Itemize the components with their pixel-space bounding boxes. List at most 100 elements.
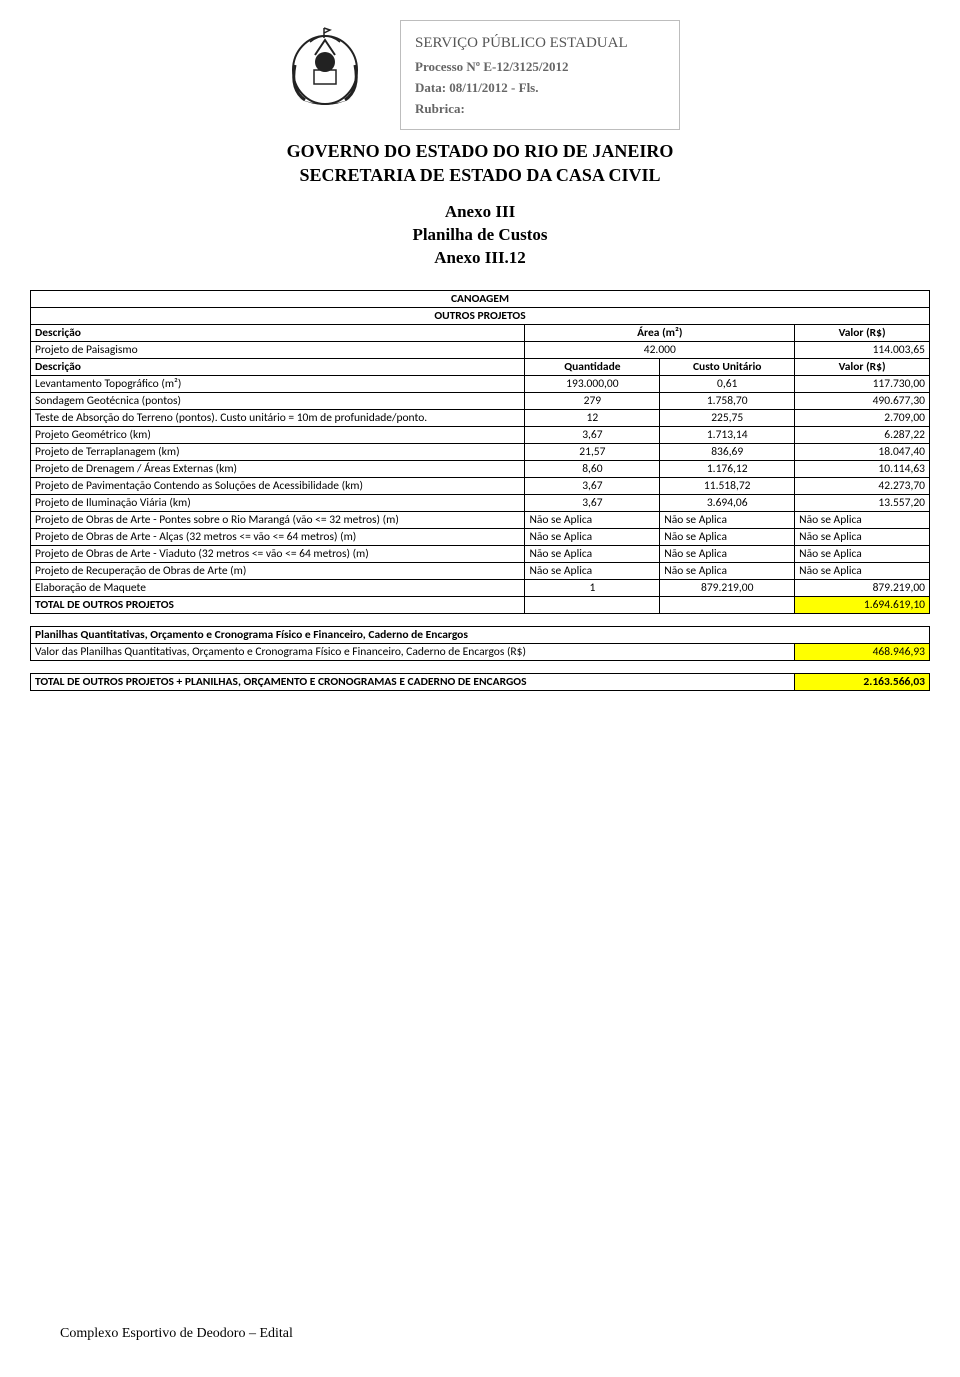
cell-custo: 225,75 — [660, 409, 795, 426]
info-data: Data: 08/11/2012 - Fls. — [415, 78, 665, 99]
cell-custo: 1.713,14 — [660, 426, 795, 443]
grand-total-table: TOTAL DE OUTROS PROJETOS + PLANILHAS, OR… — [30, 673, 930, 691]
cell-custo: 3.694,06 — [660, 494, 795, 511]
gov-title-line1: GOVERNO DO ESTADO DO RIO DE JANEIRO — [30, 140, 930, 163]
cell-qtd: 3,67 — [525, 477, 660, 494]
cell-desc: Projeto de Pavimentação Contendo as Solu… — [31, 477, 525, 494]
cell-custo: Não se Aplica — [660, 562, 795, 579]
cell-custo: Não se Aplica — [660, 511, 795, 528]
cell-desc: Projeto de Recuperação de Obras de Arte … — [31, 562, 525, 579]
table-row: Projeto Geométrico (km)3,671.713,146.287… — [31, 426, 930, 443]
cell-qtd: 193.000,00 — [525, 375, 660, 392]
cell-valor: 490.677,30 — [795, 392, 930, 409]
cell-qtd: 21,57 — [525, 443, 660, 460]
planilhas-valor: 468.946,93 — [795, 643, 930, 660]
info-processo: Processo Nº E-12/3125/2012 — [415, 57, 665, 78]
cell-qtd: Não se Aplica — [525, 562, 660, 579]
cell-valor: 13.557,20 — [795, 494, 930, 511]
table-row: Projeto de Iluminação Viária (km)3,673.6… — [31, 494, 930, 511]
cell-desc: Projeto de Terraplanagem (km) — [31, 443, 525, 460]
table-row: Projeto de Obras de Arte - Viaduto (32 m… — [31, 545, 930, 562]
info-box: SERVIÇO PÚBLICO ESTADUAL Processo Nº E-1… — [400, 20, 680, 130]
table-row: Sondagem Geotécnica (pontos)2791.758,704… — [31, 392, 930, 409]
hdr2-desc: Descrição — [31, 358, 525, 375]
table-row: Projeto de Obras de Arte - Pontes sobre … — [31, 511, 930, 528]
grand-total-valor: 2.163.566,03 — [795, 673, 930, 690]
cell-qtd: 1 — [525, 579, 660, 596]
table-row: Projeto de Drenagem / Áreas Externas (km… — [31, 460, 930, 477]
info-rubrica: Rubrica: — [415, 99, 665, 120]
cell-valor: 6.287,22 — [795, 426, 930, 443]
cell-area: 42.000 — [525, 341, 795, 358]
cell-valor: Não se Aplica — [795, 562, 930, 579]
cell-custo: 0,61 — [660, 375, 795, 392]
cell-desc: Projeto de Obras de Arte - Pontes sobre … — [31, 511, 525, 528]
cell-custo: Não se Aplica — [660, 528, 795, 545]
cell-desc: Levantamento Topográfico (m²) — [31, 375, 525, 392]
annex-line1: Anexo III — [30, 201, 930, 224]
hdr1-desc: Descrição — [31, 324, 525, 341]
cell-valor: 117.730,00 — [795, 375, 930, 392]
cell-valor: Não se Aplica — [795, 511, 930, 528]
cell-valor: Não se Aplica — [795, 545, 930, 562]
cell-desc: Projeto de Iluminação Viária (km) — [31, 494, 525, 511]
table-row: Projeto de Terraplanagem (km)21,57836,69… — [31, 443, 930, 460]
cell-desc: Projeto de Obras de Arte - Alças (32 met… — [31, 528, 525, 545]
cell-desc: Teste de Absorção do Terreno (pontos). C… — [31, 409, 525, 426]
gov-title: GOVERNO DO ESTADO DO RIO DE JANEIRO SECR… — [30, 140, 930, 187]
cell-custo: 879.219,00 — [660, 579, 795, 596]
cell-custo: 11.518,72 — [660, 477, 795, 494]
grand-total-label: TOTAL DE OUTROS PROJETOS + PLANILHAS, OR… — [31, 673, 795, 690]
hdr1-valor: Valor (R$) — [795, 324, 930, 341]
total-row: TOTAL DE OUTROS PROJETOS 1.694.619,10 — [31, 596, 930, 613]
cell-valor: 10.114,63 — [795, 460, 930, 477]
cell-desc: Projeto Geométrico (km) — [31, 426, 525, 443]
table-row: TOTAL DE OUTROS PROJETOS + PLANILHAS, OR… — [31, 673, 930, 690]
section-canoagem: CANOAGEM — [31, 290, 930, 307]
table-row: Levantamento Topográfico (m²)193.000,000… — [31, 375, 930, 392]
state-seal-icon — [280, 20, 370, 119]
hdr2-valor: Valor (R$) — [795, 358, 930, 375]
cell-qtd: 3,67 — [525, 494, 660, 511]
cell-desc: Projeto de Paisagismo — [31, 341, 525, 358]
table-row: Projeto de Recuperação de Obras de Arte … — [31, 562, 930, 579]
planilhas-header: Planilhas Quantitativas, Orçamento e Cro… — [31, 626, 930, 643]
cell-custo: Não se Aplica — [660, 545, 795, 562]
annex-line2: Planilha de Custos — [30, 224, 930, 247]
annex-line3: Anexo III.12 — [30, 247, 930, 270]
cell-qtd: Não se Aplica — [525, 511, 660, 528]
cell-qtd: Não se Aplica — [525, 528, 660, 545]
section-outros: OUTROS PROJETOS — [31, 307, 930, 324]
gov-title-line2: SECRETARIA DE ESTADO DA CASA CIVIL — [30, 164, 930, 187]
header-row: SERVIÇO PÚBLICO ESTADUAL Processo Nº E-1… — [30, 20, 930, 130]
cell-valor: Não se Aplica — [795, 528, 930, 545]
hdr1-area: Área (m²) — [525, 324, 795, 341]
table-row: Elaboração de Maquete1879.219,00879.219,… — [31, 579, 930, 596]
cell-qtd: Não se Aplica — [525, 545, 660, 562]
info-box-title: SERVIÇO PÚBLICO ESTADUAL — [415, 31, 665, 55]
footer-text: Complexo Esportivo de Deodoro – Edital — [60, 1326, 293, 1342]
cell-qtd: 8,60 — [525, 460, 660, 477]
cell-desc: Projeto de Drenagem / Áreas Externas (km… — [31, 460, 525, 477]
cell-custo: 1.758,70 — [660, 392, 795, 409]
total-label: TOTAL DE OUTROS PROJETOS — [31, 596, 525, 613]
cell-custo: 1.176,12 — [660, 460, 795, 477]
cell-valor: 879.219,00 — [795, 579, 930, 596]
total-valor: 1.694.619,10 — [795, 596, 930, 613]
cell-desc: Sondagem Geotécnica (pontos) — [31, 392, 525, 409]
cell-valor: 2.709,00 — [795, 409, 930, 426]
planilhas-table: Planilhas Quantitativas, Orçamento e Cro… — [30, 626, 930, 661]
annex-title: Anexo III Planilha de Custos Anexo III.1… — [30, 201, 930, 270]
table-row: Projeto de Obras de Arte - Alças (32 met… — [31, 528, 930, 545]
cell-qtd: 12 — [525, 409, 660, 426]
cell-valor: 42.273,70 — [795, 477, 930, 494]
cell-desc: Projeto de Obras de Arte - Viaduto (32 m… — [31, 545, 525, 562]
cell-valor: 18.047,40 — [795, 443, 930, 460]
table-row: Teste de Absorção do Terreno (pontos). C… — [31, 409, 930, 426]
table-row: Projeto de Pavimentação Contendo as Solu… — [31, 477, 930, 494]
table-row: Projeto de Paisagismo 42.000 114.003,65 — [31, 341, 930, 358]
cell-custo: 836,69 — [660, 443, 795, 460]
main-table: CANOAGEM OUTROS PROJETOS Descrição Área … — [30, 290, 930, 614]
cell-desc: Elaboração de Maquete — [31, 579, 525, 596]
cell-qtd: 3,67 — [525, 426, 660, 443]
